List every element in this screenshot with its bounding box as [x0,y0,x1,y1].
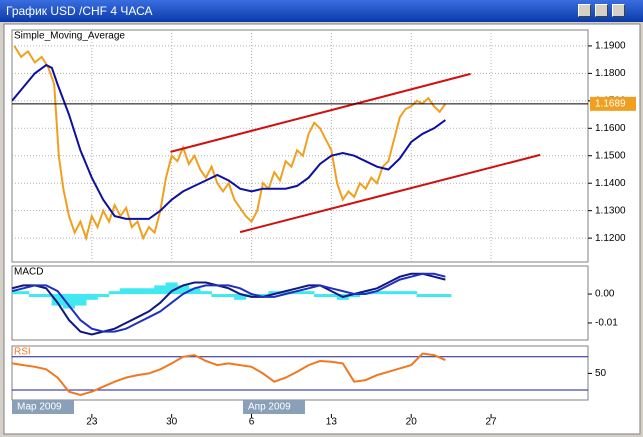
histogram-bar [142,288,155,295]
histogram-bar [222,294,235,298]
y-tick-label: -0.01 [595,318,618,329]
histogram-bar [348,294,361,298]
series-line [170,72,471,153]
maximize-button[interactable] [595,4,608,17]
current-price-label: 1.1689 [595,98,626,109]
histogram-bar [154,285,167,295]
histogram-bar [108,291,121,295]
x-tick-label: 30 [166,417,178,428]
current-price-box [590,96,636,111]
histogram-bar [359,291,372,295]
histogram-bar [177,285,190,295]
histogram-bar [234,294,247,300]
histogram-bar [51,294,64,306]
histogram-bar [382,291,395,295]
panel-title: Simple_Moving_Average [14,31,125,42]
histogram-bar [416,294,429,298]
panel-border [11,29,589,263]
y-tick-label: 0.00 [595,289,615,300]
series-line [12,352,446,397]
x-tick-label: 13 [326,417,338,428]
histogram-bar [405,291,418,295]
histogram-bar [40,294,53,298]
histogram-bar [28,294,41,298]
series-line [12,272,446,333]
histogram-bar [97,294,110,298]
histogram-bar [63,294,76,309]
histogram-bar [302,291,315,295]
histogram-bar [12,291,18,295]
plot [12,352,446,397]
price-axis [588,25,639,433]
histogram-bar [120,288,133,295]
series-line [13,45,447,242]
close-button[interactable] [612,4,625,17]
period-label: Апр 2009 [248,402,291,413]
period-box [12,400,74,414]
chart-frame [3,23,641,435]
histogram-bar [85,294,98,300]
minimize-button[interactable] [578,4,591,17]
histogram-bar [393,291,406,295]
window-title: График USD /CHF 4 ЧАСА [6,4,153,18]
histogram-bar [439,294,452,298]
series-line [12,63,446,220]
y-tick-label: 1.1400 [595,178,626,189]
histogram-bar [199,291,212,295]
plot [12,272,452,336]
histogram-bar [165,282,178,295]
histogram-bar [279,291,292,295]
y-tick-label: 1.1300 [595,205,626,216]
title-bar: График USD /CHF 4 ЧАСА [0,0,643,22]
period-box [243,400,305,414]
histogram-bar [188,288,201,295]
histogram-bar [325,294,338,298]
y-tick-label: 1.1500 [595,150,626,161]
histogram-bar [268,291,281,295]
histogram-bar [131,288,144,295]
histogram-bar [74,294,87,306]
x-tick-label: 20 [406,417,418,428]
panel-title: MACD [14,267,43,278]
y-tick-label: 1.1600 [595,123,626,134]
x-tick-label: 6 [249,417,255,428]
histogram-bar [428,294,441,298]
series-line [12,272,446,336]
period-label: Мар 2009 [17,402,62,413]
panel-border [11,265,589,341]
y-tick-label: 1.1800 [595,68,626,79]
y-tick-label: 1.1900 [595,41,626,52]
histogram-bar [245,294,258,298]
x-tick-label: 23 [86,417,98,428]
y-tick-label: 1.1200 [595,233,626,244]
y-tick-label: 50 [595,368,607,379]
histogram-bar [291,291,304,295]
histogram-bar [211,294,224,298]
series-line [239,153,541,234]
histogram-bar [256,294,269,298]
x-tick-label: 27 [485,417,497,428]
histogram-bar [17,291,30,295]
panel-title: RSI [14,347,31,358]
plot [12,45,541,242]
histogram-bar [313,294,326,298]
histogram-bar [370,291,383,295]
